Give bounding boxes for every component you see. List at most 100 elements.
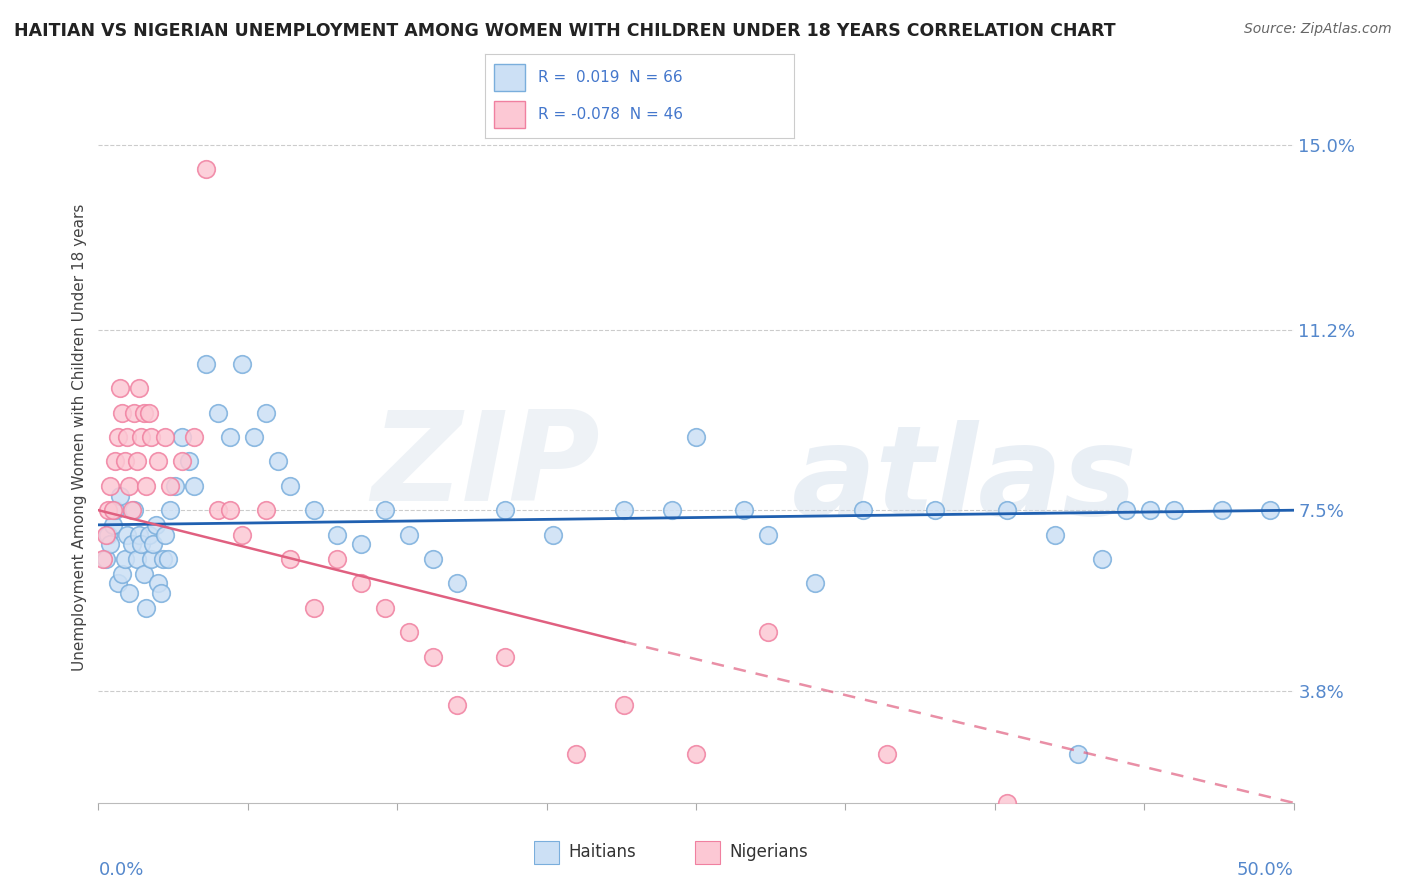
Point	[131, 430, 153, 444]
Point	[128, 527, 150, 541]
Point	[159, 503, 181, 517]
Point	[207, 406, 229, 420]
Point	[326, 527, 349, 541]
Point	[132, 566, 155, 581]
Point	[207, 503, 229, 517]
Point	[114, 454, 136, 468]
Text: R = -0.078  N = 46: R = -0.078 N = 46	[537, 107, 683, 122]
Point	[97, 527, 120, 541]
Bar	[495, 63, 526, 91]
Point	[115, 430, 138, 444]
Point	[195, 357, 218, 371]
Point	[108, 381, 131, 395]
Text: HAITIAN VS NIGERIAN UNEMPLOYMENT AMONG WOMEN WITH CHILDREN UNDER 18 YEARS CORREL: HAITIAN VS NIGERIAN UNEMPLOYMENT AMONG W…	[14, 22, 1116, 40]
Point	[422, 552, 444, 566]
Point	[107, 430, 129, 444]
Text: ZIP: ZIP	[371, 406, 600, 527]
Point	[231, 357, 253, 371]
Text: 50.0%: 50.0%	[1237, 862, 1294, 880]
Point	[326, 552, 349, 566]
Point	[125, 454, 148, 468]
Point	[121, 537, 143, 551]
Text: atlas: atlas	[792, 420, 1137, 541]
Point	[219, 503, 242, 517]
Point	[565, 747, 588, 761]
Point	[98, 537, 122, 551]
Point	[172, 430, 194, 444]
Point	[135, 600, 157, 615]
Text: R =  0.019  N = 66: R = 0.019 N = 66	[537, 70, 682, 85]
Point	[98, 479, 122, 493]
Point	[1091, 552, 1114, 566]
Point	[995, 796, 1018, 810]
Point	[685, 430, 707, 444]
Point	[163, 479, 186, 493]
Point	[183, 479, 205, 493]
Point	[156, 552, 179, 566]
Bar	[495, 101, 526, 128]
Point	[172, 454, 194, 468]
Point	[1067, 747, 1090, 761]
Y-axis label: Unemployment Among Women with Children Under 18 years: Unemployment Among Women with Children U…	[72, 203, 87, 671]
Point	[111, 566, 134, 581]
Point	[852, 503, 875, 517]
Text: Haitians: Haitians	[568, 843, 636, 861]
Point	[121, 503, 143, 517]
Point	[101, 503, 124, 517]
Point	[446, 698, 468, 713]
Point	[101, 517, 124, 532]
Point	[108, 489, 131, 503]
Point	[104, 454, 127, 468]
Point	[422, 649, 444, 664]
Point	[145, 517, 167, 532]
Point	[446, 576, 468, 591]
Point	[155, 430, 177, 444]
Point	[124, 406, 146, 420]
Point	[1211, 503, 1233, 517]
Point	[1043, 527, 1066, 541]
Point	[278, 552, 301, 566]
Point	[685, 747, 707, 761]
Point	[148, 454, 170, 468]
Point	[302, 600, 325, 615]
Point	[115, 527, 138, 541]
Point	[876, 747, 898, 761]
Point	[254, 503, 277, 517]
Text: Nigerians: Nigerians	[730, 843, 808, 861]
Point	[613, 503, 636, 517]
Point	[149, 586, 172, 600]
Point	[195, 161, 218, 176]
Point	[243, 430, 266, 444]
Point	[107, 576, 129, 591]
Text: 0.0%: 0.0%	[98, 862, 143, 880]
Point	[1115, 503, 1137, 517]
Point	[138, 406, 160, 420]
Point	[254, 406, 277, 420]
Point	[219, 430, 242, 444]
Point	[1258, 503, 1281, 517]
Point	[924, 503, 946, 517]
Point	[267, 454, 290, 468]
Point	[104, 503, 127, 517]
Point	[148, 576, 170, 591]
Point	[132, 406, 155, 420]
Point	[995, 503, 1018, 517]
Point	[97, 503, 120, 517]
Point	[302, 503, 325, 517]
Point	[139, 430, 162, 444]
Point	[94, 552, 117, 566]
Point	[231, 527, 253, 541]
Point	[350, 576, 373, 591]
Point	[350, 537, 373, 551]
Point	[155, 527, 177, 541]
Point	[541, 527, 564, 541]
Point	[374, 600, 396, 615]
Point	[111, 406, 134, 420]
Point	[1139, 503, 1161, 517]
Point	[91, 552, 114, 566]
Text: Source: ZipAtlas.com: Source: ZipAtlas.com	[1244, 22, 1392, 37]
Point	[118, 586, 141, 600]
Point	[135, 479, 157, 493]
Point	[114, 552, 136, 566]
Point	[804, 576, 827, 591]
